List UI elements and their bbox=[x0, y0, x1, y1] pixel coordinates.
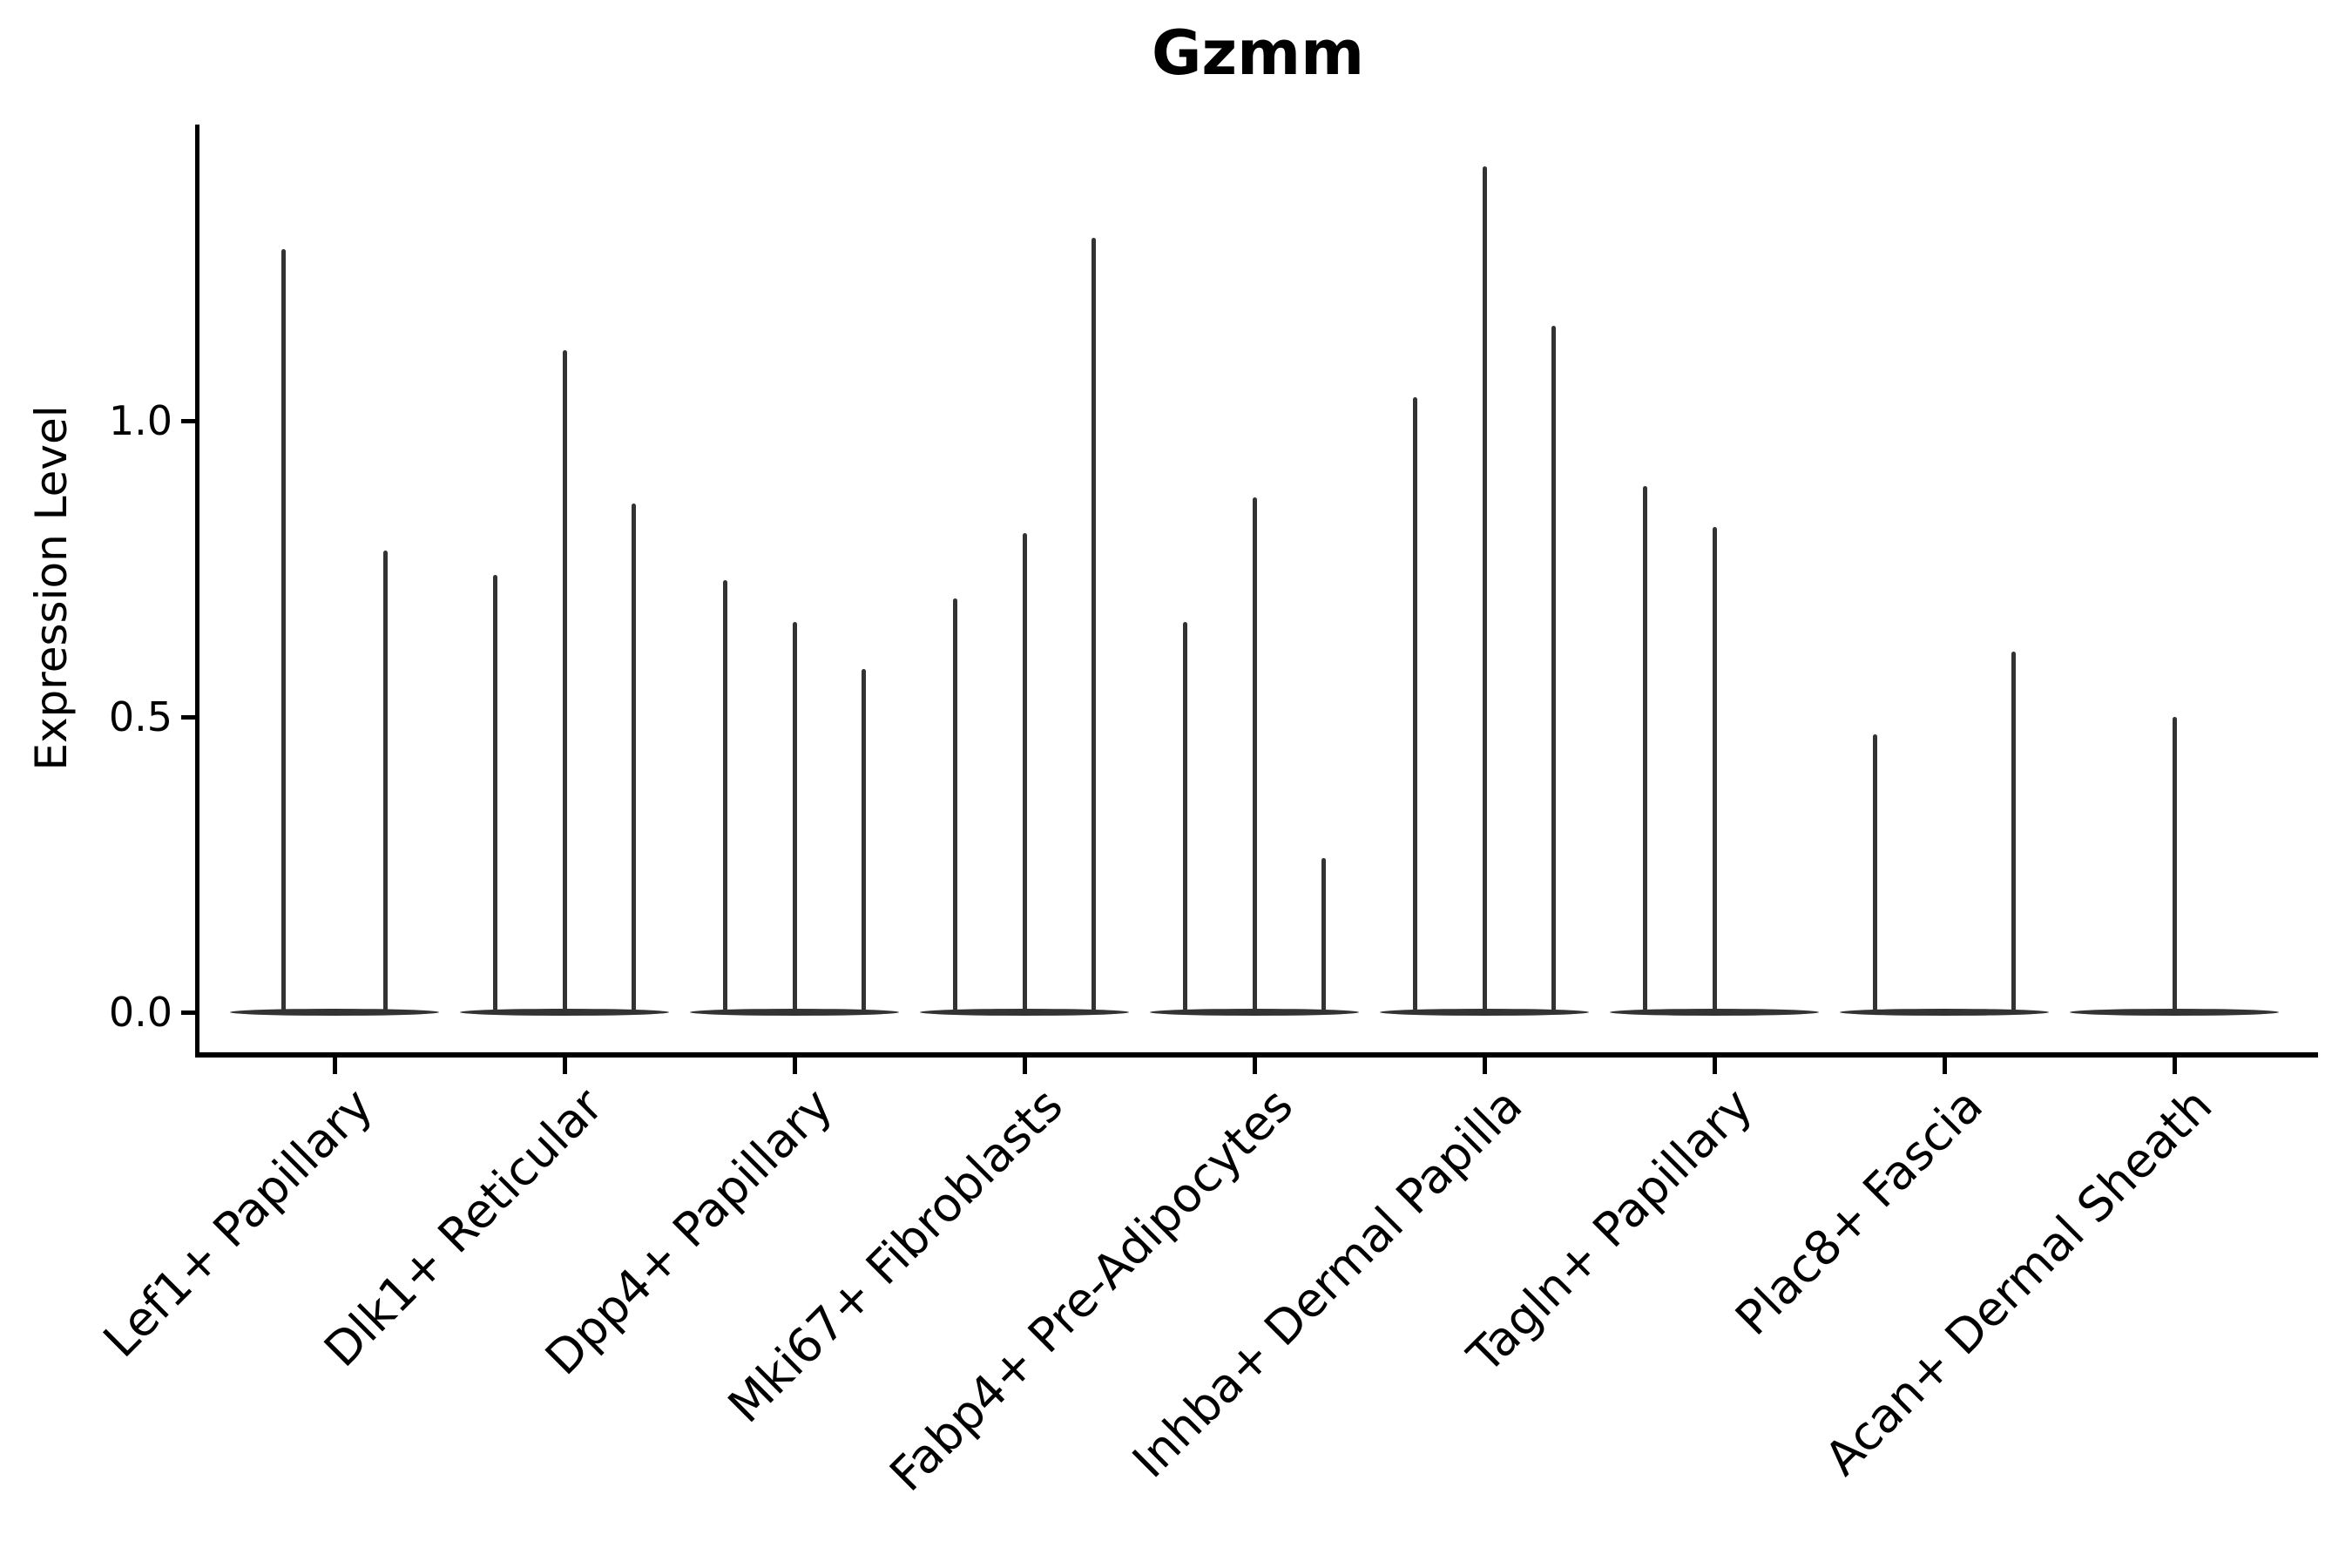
x-tick-label: Fabp4+ Pre-Adipocytes bbox=[878, 1078, 1303, 1502]
violin-base bbox=[460, 1009, 669, 1016]
y-axis-spine bbox=[195, 125, 199, 1058]
x-tick-mark bbox=[793, 1058, 797, 1074]
violin-spike bbox=[1873, 733, 1878, 1012]
violin-base bbox=[1380, 1009, 1589, 1016]
x-tick-label: Inhba+ Dermal Papilla bbox=[1122, 1078, 1533, 1489]
violin-spike bbox=[2011, 651, 2016, 1012]
violin-base bbox=[1840, 1009, 2049, 1016]
violin-spike bbox=[1643, 485, 1648, 1012]
x-tick-label: Plac8+ Fascia bbox=[1724, 1078, 1993, 1346]
x-tick-mark bbox=[1713, 1058, 1717, 1074]
violin-spike bbox=[1551, 326, 1556, 1012]
x-tick-label: Acan+ Dermal Sheath bbox=[1815, 1078, 2223, 1486]
violin-base bbox=[690, 1009, 899, 1016]
chart-title: Gzmm bbox=[1151, 17, 1365, 89]
violin-spike bbox=[1091, 237, 1096, 1012]
violin-spike bbox=[861, 669, 866, 1012]
x-tick-mark bbox=[1023, 1058, 1027, 1074]
violin-base bbox=[1150, 1009, 1359, 1016]
x-axis-spine bbox=[195, 1052, 2318, 1058]
violin-spike bbox=[1712, 527, 1717, 1012]
violin-base bbox=[230, 1009, 439, 1016]
x-tick-mark bbox=[2173, 1058, 2177, 1074]
x-tick-mark bbox=[333, 1058, 337, 1074]
violin-spike bbox=[493, 574, 498, 1012]
violin-spike bbox=[1183, 621, 1188, 1012]
x-tick-mark bbox=[1483, 1058, 1487, 1074]
violin-spike bbox=[1252, 497, 1257, 1012]
y-tick-mark bbox=[181, 1010, 195, 1015]
violin-base bbox=[1610, 1009, 1819, 1016]
y-axis-label: Expression Level bbox=[26, 405, 77, 771]
violin-spike bbox=[2172, 716, 2177, 1012]
y-tick-label: 0.0 bbox=[108, 989, 172, 1036]
violin-spike bbox=[1022, 533, 1027, 1012]
violin-spike bbox=[953, 598, 958, 1012]
y-tick-mark bbox=[181, 714, 195, 720]
x-tick-mark bbox=[1943, 1058, 1947, 1074]
violin-spike bbox=[1413, 396, 1418, 1012]
violin-spike bbox=[631, 504, 636, 1012]
x-tick-mark bbox=[1253, 1058, 1257, 1074]
y-tick-label: 1.0 bbox=[108, 397, 172, 444]
violin-base bbox=[920, 1009, 1129, 1016]
y-tick-label: 0.5 bbox=[108, 693, 172, 740]
violin-base bbox=[2070, 1009, 2279, 1016]
violin-spike bbox=[562, 349, 567, 1012]
violin-spike bbox=[1482, 166, 1487, 1012]
x-tick-mark bbox=[563, 1058, 567, 1074]
y-tick-mark bbox=[181, 419, 195, 423]
violin-spike bbox=[792, 621, 797, 1012]
violin-spike bbox=[280, 249, 286, 1012]
violin-spike bbox=[383, 551, 389, 1012]
violin-spike bbox=[723, 580, 728, 1012]
violin-spike bbox=[1321, 858, 1326, 1012]
